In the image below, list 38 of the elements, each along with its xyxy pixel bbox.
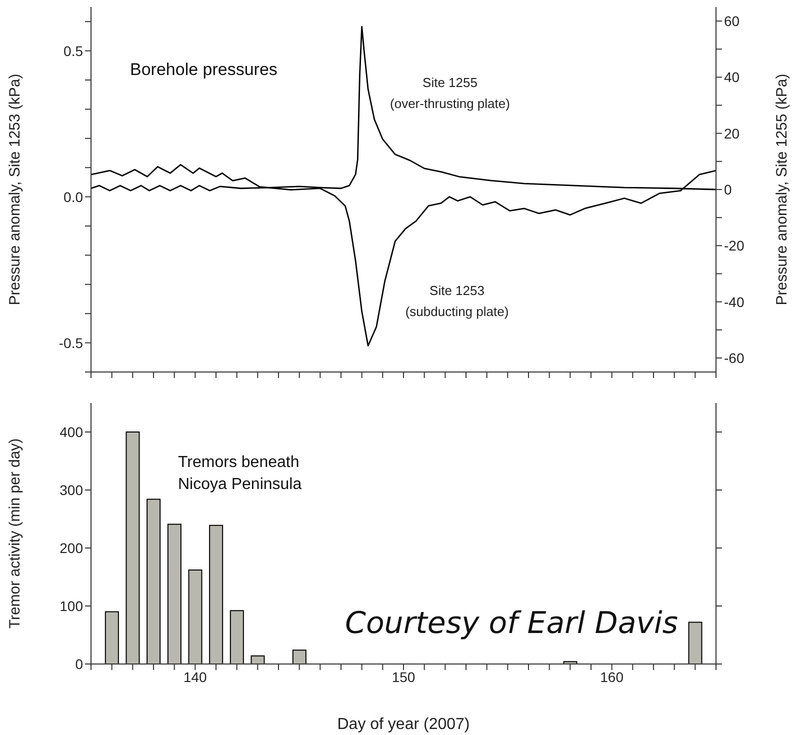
y2-tick-label: -60 [724,350,744,366]
y2-axis-title: Pressure anomaly, Site 1255 (kPa) [773,74,790,306]
bar [188,570,202,664]
y-axis-title: Tremor activity (min per day) [6,438,24,629]
y-tick-label: 200 [60,540,84,556]
y-tick-label: 0.0 [64,188,84,205]
series-label: Site 1253 (subducting plate) [404,282,510,321]
y-axis-title: Pressure anomaly, Site 1253 (kPa) [6,74,24,306]
annotation: Tremors beneath Nicoya Peninsula [178,453,302,496]
y-tick-label: -0.5 [58,334,84,351]
x-tick-label: 160 [600,668,624,685]
bar [688,622,702,664]
series-label: Site 1255 (over-thrusting plate) [389,74,511,113]
bar [167,524,182,664]
y-tick-label: 300 [60,482,84,498]
y2-tick-label: 0 [724,181,732,198]
x-tick-label: 140 [183,668,208,685]
y-tick-label: 400 [60,424,84,440]
y2-tick-label: 60 [724,13,740,30]
x-axis-title: Day of year (2007) [337,716,470,733]
bar [230,610,244,664]
bar [104,611,119,664]
bar [250,655,265,664]
bar [146,498,161,664]
annotation: Courtesy of Earl Davis [345,605,678,643]
y2-tick-label: -20 [724,238,744,254]
x-tick-label: 150 [392,668,416,685]
y2-tick-label: 20 [724,125,740,142]
annotation: Borehole pressures [130,59,278,81]
bar [209,524,224,664]
y-tick-label: 100 [60,598,84,614]
y2-tick-label: 40 [724,69,740,86]
y-tick-label: 0 [75,656,84,672]
bar [563,661,578,664]
y2-tick-label: -40 [724,294,744,310]
y-tick-label: 0.5 [64,42,84,59]
bar [126,432,140,664]
bar [292,650,306,664]
